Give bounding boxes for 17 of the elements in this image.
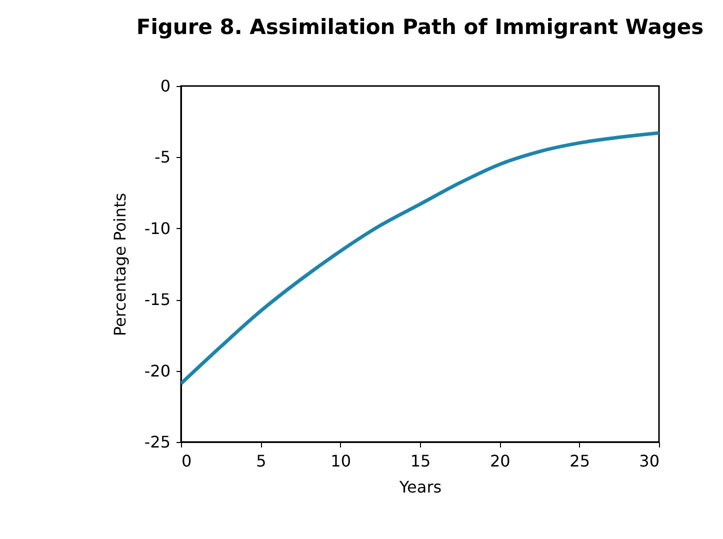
x-tick-label: 15	[410, 452, 431, 470]
x-tick-label: 20	[490, 452, 510, 470]
x-tick-label: 5	[256, 452, 266, 470]
y-tick-label: -20	[144, 361, 170, 380]
y-tick-label: 0	[160, 76, 170, 96]
x-tick-label: 30	[639, 452, 660, 470]
y-axis-title: Percentage Points	[110, 192, 130, 336]
y-tick-label: -15	[144, 290, 170, 310]
chart-title: Figure 8. Assimilation Path of Immigrant Wages	[136, 15, 704, 39]
y-tick-label: -25	[144, 432, 170, 452]
line-series	[181, 131, 659, 386]
y-tick-label: -5	[154, 148, 170, 167]
x-tick-label: 0	[182, 452, 192, 470]
x-tick-label: 10	[330, 452, 352, 470]
x-tick-label: 25	[570, 452, 590, 470]
x-axis-title: Years	[398, 478, 442, 496]
y-tick-label: -10	[144, 218, 170, 238]
